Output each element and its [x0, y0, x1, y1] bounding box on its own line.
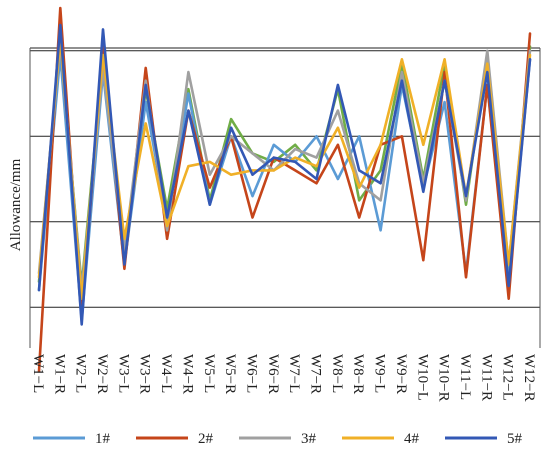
- legend-label-3: 3#: [301, 431, 317, 447]
- x-tick-label: W5−L: [201, 354, 217, 393]
- x-tick-label: W3−R: [137, 354, 153, 394]
- x-tick-label: W10−R: [436, 354, 452, 402]
- x-tick-label: W8−L: [329, 354, 345, 393]
- y-axis-label: Allowance/mm: [8, 158, 24, 251]
- series-4-line: [37, 36, 532, 301]
- gridlines: [29, 47, 541, 348]
- legend-label-5: 5#: [507, 431, 523, 447]
- x-tick-label: W11−L: [457, 354, 473, 400]
- x-tick-label: W2−L: [73, 354, 89, 393]
- series-2-line: [37, 6, 532, 373]
- x-tick-label: W10−L: [414, 354, 430, 401]
- x-tick-label: W2−R: [94, 354, 110, 394]
- x-tick-label: W6−L: [244, 354, 260, 393]
- x-tick-label: W9−L: [372, 354, 388, 393]
- x-tick-label: W4−R: [179, 354, 195, 394]
- legend-label-1: 1#: [95, 431, 111, 447]
- x-tick-label: W7−R: [308, 354, 324, 394]
- x-tick-label: W3−L: [115, 354, 131, 393]
- x-tick-label: W12−L: [500, 354, 516, 401]
- series-5-line: [37, 23, 532, 326]
- x-tick-label: W5−R: [222, 354, 238, 394]
- x-tick-label: W1−L: [30, 354, 46, 393]
- legend-label-4: 4#: [404, 431, 420, 447]
- x-tick-labels: W1−L W1−R W2−L W2−R W3−L W3−R W4−L W4−R W5−L W5−R…: [30, 354, 537, 402]
- x-tick-label: W7−L: [286, 354, 302, 393]
- legend: 1# 2# 3# 4# 5#: [33, 431, 523, 447]
- x-tick-label: W4−L: [158, 354, 174, 393]
- x-tick-label: W1−R: [51, 354, 67, 394]
- x-tick-label: W12−R: [521, 354, 537, 402]
- x-tick-label: W9−R: [393, 354, 409, 394]
- x-tick-label: W6−R: [265, 354, 281, 394]
- x-tick-label: W11−R: [478, 354, 494, 401]
- x-tick-label: W8−R: [350, 354, 366, 394]
- series-lines: [37, 6, 532, 373]
- legend-label-2: 2#: [198, 431, 214, 447]
